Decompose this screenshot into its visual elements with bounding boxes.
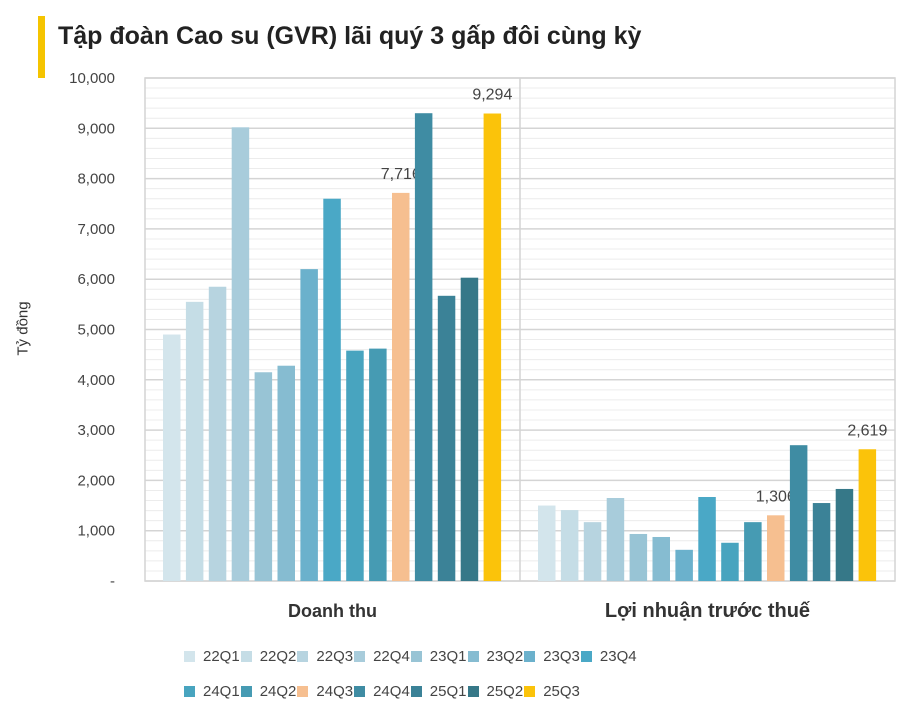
bar-22Q1-profit — [538, 505, 556, 581]
bar-24Q2-profit — [744, 522, 762, 581]
legend-swatch — [410, 651, 422, 662]
legend-swatch — [410, 686, 422, 697]
legend-label: 24Q1 — [203, 683, 240, 700]
legend-label: 24Q3 — [316, 683, 354, 700]
bar-25Q2-revenue — [460, 277, 479, 581]
legend-swatch — [354, 651, 366, 662]
bar-24Q1-profit — [721, 542, 739, 581]
bar-24Q4-profit — [789, 445, 808, 581]
legend-swatch — [467, 651, 479, 662]
bar-22Q4-revenue — [231, 127, 250, 581]
data-label: 2,619 — [847, 422, 887, 439]
legend-swatch — [297, 686, 309, 697]
bar-23Q4-revenue — [323, 198, 341, 581]
legend-swatch — [184, 686, 195, 697]
bar-25Q2-profit — [835, 488, 854, 581]
y-tick-label: 7,000 — [77, 221, 115, 238]
legend-item-25Q1: 25Q1 — [410, 683, 467, 700]
x-category-label: Lợi nhuận trước thuế — [605, 600, 811, 622]
legend-label: 22Q2 — [259, 648, 297, 665]
y-tick-label: 3,000 — [77, 422, 115, 439]
title-accent-bar — [38, 16, 45, 78]
legend-item-23Q2: 23Q2 — [467, 648, 524, 665]
bar-24Q3-revenue — [392, 192, 410, 581]
legend-label: 24Q4 — [373, 683, 410, 700]
bar-22Q2-revenue — [185, 301, 204, 581]
legend-swatch — [297, 651, 309, 662]
data-label: 7,716 — [381, 166, 421, 183]
bar-22Q3-revenue — [208, 286, 227, 581]
legend-item-22Q2: 22Q2 — [240, 648, 297, 665]
bar-23Q3-profit — [675, 549, 693, 581]
legend-label: 23Q3 — [543, 648, 580, 665]
bar-24Q2-revenue — [369, 348, 387, 581]
legend-item-23Q3: 23Q3 — [524, 648, 580, 665]
y-tick-label: 1,000 — [77, 523, 115, 540]
bar-25Q3-profit — [858, 449, 877, 581]
legend-item-25Q2: 25Q2 — [467, 683, 524, 700]
bar-22Q2-profit — [560, 510, 579, 581]
y-tick-label: 9,000 — [77, 120, 115, 137]
chart-title: Tập đoàn Cao su (GVR) lãi quý 3 gấp đôi … — [58, 22, 642, 50]
legend-label: 23Q2 — [486, 648, 524, 665]
bar-25Q1-profit — [812, 503, 831, 581]
y-tick-label: 10,000 — [69, 70, 115, 87]
y-tick-label: 2,000 — [77, 472, 115, 489]
bar-23Q4-profit — [698, 496, 716, 581]
y-tick-label: 6,000 — [77, 271, 115, 288]
legend-item-23Q4: 23Q4 — [580, 648, 637, 665]
legend-label: 22Q1 — [203, 648, 240, 665]
legend-swatch — [184, 651, 195, 662]
bar-22Q3-profit — [583, 522, 602, 581]
legend-label: 22Q3 — [316, 648, 354, 665]
legend-swatch — [580, 651, 592, 662]
bar-23Q1-revenue — [254, 372, 273, 581]
legend-label: 22Q4 — [373, 648, 410, 665]
bar-24Q4-revenue — [414, 113, 433, 582]
legend-item-24Q3: 24Q3 — [297, 683, 353, 700]
data-label: 1,306 — [756, 488, 796, 505]
legend-label: 25Q3 — [543, 683, 580, 700]
legend-swatch — [354, 686, 366, 697]
legend-item-22Q3: 22Q3 — [297, 648, 353, 665]
legend-swatch — [240, 686, 252, 697]
bar-23Q2-profit — [652, 536, 670, 581]
legend-label: 25Q1 — [429, 683, 467, 700]
y-tick-label: 8,000 — [77, 171, 115, 188]
legend-item-22Q4: 22Q4 — [354, 648, 410, 665]
x-category-label: Doanh thu — [288, 601, 377, 621]
legend-label: 25Q2 — [486, 683, 524, 700]
y-tick-label: - — [110, 573, 115, 590]
legend-item-24Q2: 24Q2 — [240, 683, 297, 700]
legend-item-23Q1: 23Q1 — [410, 648, 467, 665]
bar-23Q3-revenue — [300, 269, 318, 581]
legend-swatch — [524, 651, 536, 662]
legend-label: 23Q1 — [429, 648, 467, 665]
bar-24Q3-profit — [767, 515, 785, 581]
legend-item-24Q1: 24Q1 — [184, 683, 240, 700]
bar-22Q1-revenue — [163, 334, 181, 581]
legend-item-22Q1: 22Q1 — [184, 648, 240, 665]
bar-23Q2-revenue — [277, 365, 295, 581]
bar-25Q3-revenue — [483, 113, 502, 581]
legend-item-24Q4: 24Q4 — [354, 683, 410, 700]
data-label: 9,294 — [472, 87, 512, 104]
legend-label: 23Q4 — [599, 648, 637, 665]
bar-24Q1-revenue — [346, 350, 364, 581]
legend-swatch — [240, 651, 252, 662]
bar-23Q1-profit — [629, 533, 648, 581]
legend-label: 24Q2 — [259, 683, 297, 700]
legend-swatch — [524, 686, 536, 697]
legend-item-25Q3: 25Q3 — [524, 683, 580, 700]
legend-swatch — [467, 686, 479, 697]
bar-25Q1-revenue — [437, 295, 456, 581]
y-tick-label: 4,000 — [77, 372, 115, 389]
y-tick-label: 5,000 — [77, 322, 115, 339]
bar-22Q4-profit — [606, 498, 625, 581]
